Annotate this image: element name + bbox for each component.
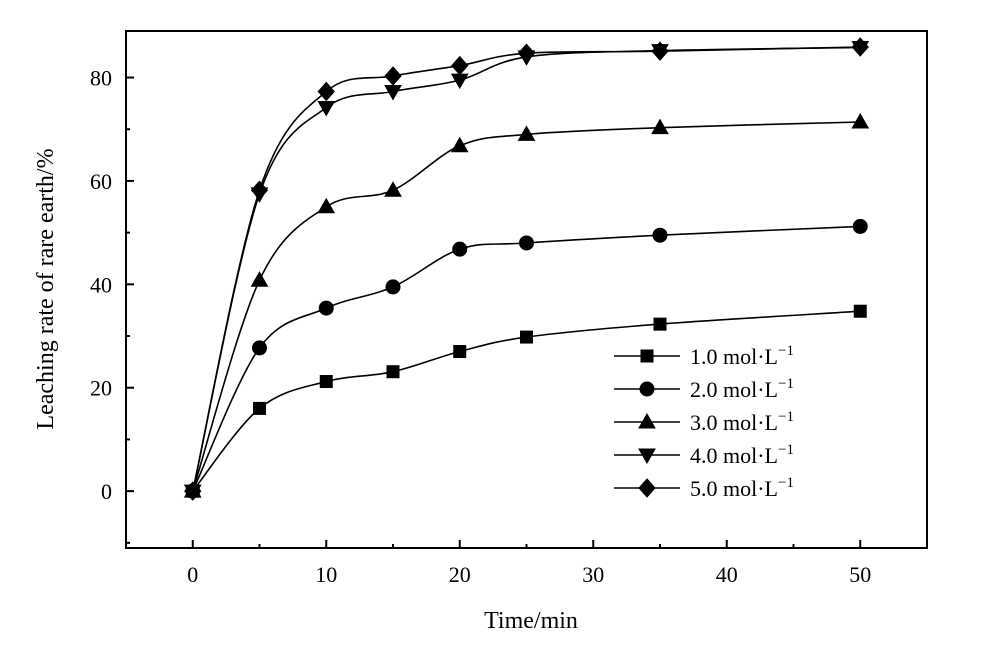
legend-label: 2.0 mol·L−1 — [690, 376, 794, 402]
data-point — [317, 197, 336, 214]
data-point — [253, 401, 266, 415]
data-point — [252, 340, 267, 356]
data-point — [385, 279, 401, 295]
legend-superscript: −1 — [778, 409, 794, 425]
legend-label: 5.0 mol·L−1 — [690, 475, 794, 501]
series-1 — [186, 304, 867, 498]
y-tick-label: 20 — [90, 376, 112, 401]
legend-superscript: −1 — [778, 376, 794, 392]
data-point — [317, 101, 336, 117]
legend-entry: 3.0 mol·L−1 — [614, 409, 794, 435]
y-tick-label: 0 — [101, 479, 112, 504]
data-point — [653, 317, 667, 331]
x-tick-label: 30 — [582, 562, 604, 587]
data-point — [386, 365, 400, 379]
data-point — [520, 330, 533, 344]
legend-superscript: −1 — [778, 442, 794, 458]
data-point — [450, 136, 469, 153]
data-point — [451, 55, 469, 76]
y-axis-title: Leaching rate of rare earth/% — [33, 148, 59, 429]
data-point — [851, 112, 870, 129]
x-axis-title: Time/min — [484, 608, 578, 634]
legend-entry: 2.0 mol·L−1 — [614, 376, 794, 402]
series-3 — [183, 112, 870, 498]
y-axis-ticks: 0 20 40 60 80 — [90, 66, 134, 544]
legend: 1.0 mol·L−1 2.0 mol·L−1 3.0 mol·L−1 4.0 mol… — [614, 343, 794, 501]
legend-marker — [639, 381, 655, 397]
legend-marker — [638, 478, 656, 498]
data-point — [651, 41, 669, 61]
series-layer — [183, 37, 870, 501]
series-line — [192, 121, 861, 492]
data-point — [853, 304, 867, 318]
data-point — [452, 241, 468, 257]
x-tick-label: 20 — [449, 562, 471, 587]
y-tick-label: 80 — [90, 66, 112, 91]
legend-superscript: −1 — [778, 343, 794, 359]
legend-entry: 1.0 mol·L−1 — [614, 343, 794, 369]
data-point — [517, 125, 536, 141]
legend-entry: 5.0 mol·L−1 — [614, 475, 794, 501]
data-point — [319, 375, 333, 389]
legend-superscript: −1 — [778, 475, 794, 491]
data-point — [250, 271, 269, 287]
x-axis-ticks: 0 10 20 30 40 50 — [187, 540, 871, 587]
data-point — [851, 37, 869, 57]
data-point — [651, 118, 669, 135]
x-tick-label: 50 — [849, 562, 871, 587]
plot-frame — [125, 30, 928, 549]
y-tick-label: 60 — [90, 169, 112, 194]
x-tick-label: 40 — [716, 562, 738, 587]
data-point — [184, 481, 202, 501]
legend-marker — [640, 349, 654, 363]
x-tick-label: 10 — [315, 562, 337, 587]
data-point — [519, 235, 534, 251]
legend-entry: 4.0 mol·L−1 — [614, 442, 794, 468]
data-point — [384, 181, 402, 197]
legend-label: 4.0 mol·L−1 — [690, 442, 794, 468]
data-point — [317, 81, 335, 102]
data-point — [453, 345, 467, 359]
data-point — [852, 218, 868, 234]
data-point — [384, 66, 402, 86]
legend-marker — [638, 448, 656, 465]
data-point — [652, 227, 668, 243]
data-point — [250, 180, 269, 200]
series-5 — [184, 37, 869, 501]
x-tick-label: 0 — [187, 562, 198, 587]
legend-marker — [638, 412, 656, 429]
data-point — [517, 43, 536, 63]
legend-label: 1.0 mol·L−1 — [690, 343, 794, 369]
y-tick-label: 40 — [90, 272, 112, 297]
legend-label: 3.0 mol·L−1 — [690, 409, 794, 435]
data-point — [318, 300, 334, 316]
